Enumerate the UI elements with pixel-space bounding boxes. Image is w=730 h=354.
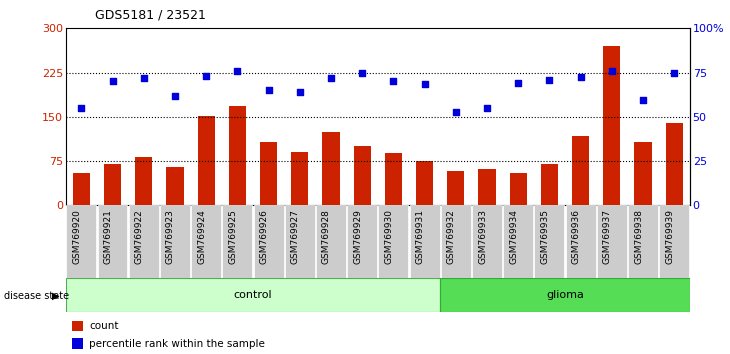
Text: GSM769928: GSM769928 [322,209,331,264]
FancyBboxPatch shape [191,205,221,278]
Bar [416,161,433,205]
Bar [260,142,277,205]
Text: GSM769921: GSM769921 [104,209,112,264]
Point [512,80,524,85]
Point [294,89,306,95]
Point [107,79,118,84]
FancyBboxPatch shape [410,205,439,278]
Bar [323,132,339,205]
Point [450,109,461,115]
Point [481,105,493,111]
Point [637,97,649,103]
Text: control: control [234,290,272,300]
Text: disease state: disease state [4,291,69,301]
FancyBboxPatch shape [659,205,689,278]
Point [138,76,150,81]
Bar [353,146,371,205]
Text: GSM769923: GSM769923 [166,209,175,264]
Bar [166,167,183,205]
Point [169,93,181,99]
Text: GSM769932: GSM769932 [447,209,456,264]
Point [75,105,87,111]
Bar [66,278,440,312]
FancyBboxPatch shape [378,205,408,278]
Point [356,70,368,75]
Bar [510,173,527,205]
FancyBboxPatch shape [597,205,627,278]
Point [388,79,399,84]
Bar [572,136,589,205]
Text: GSM769922: GSM769922 [135,209,144,264]
Bar [447,171,464,205]
Point [263,87,274,93]
Text: ▶: ▶ [53,291,60,301]
Point [200,73,212,78]
FancyBboxPatch shape [347,205,377,278]
Point [231,68,243,74]
Bar [603,46,620,205]
Text: GSM769924: GSM769924 [197,209,206,264]
Text: GSM769934: GSM769934 [510,209,518,264]
FancyBboxPatch shape [566,205,596,278]
Bar [291,152,308,205]
FancyBboxPatch shape [253,205,283,278]
Text: GSM769920: GSM769920 [72,209,81,264]
Bar [72,320,83,331]
FancyBboxPatch shape [441,205,471,278]
Text: GSM769938: GSM769938 [634,209,643,264]
Bar [135,157,153,205]
Text: GSM769925: GSM769925 [228,209,237,264]
Text: GSM769931: GSM769931 [415,209,425,264]
Text: GSM769937: GSM769937 [603,209,612,264]
Text: GSM769927: GSM769927 [291,209,300,264]
FancyBboxPatch shape [98,205,128,278]
Text: GSM769939: GSM769939 [665,209,675,264]
Bar [440,278,690,312]
Text: GSM769936: GSM769936 [572,209,580,264]
Bar [72,338,83,349]
Text: GSM769933: GSM769933 [478,209,487,264]
Text: percentile rank within the sample: percentile rank within the sample [89,339,265,349]
Point [325,76,337,81]
Bar [666,123,683,205]
FancyBboxPatch shape [316,205,346,278]
FancyBboxPatch shape [66,205,96,278]
FancyBboxPatch shape [160,205,190,278]
Point [544,78,556,83]
Point [606,68,618,74]
FancyBboxPatch shape [128,205,158,278]
FancyBboxPatch shape [472,205,502,278]
Bar [541,164,558,205]
Text: count: count [89,321,119,331]
Bar [634,142,652,205]
FancyBboxPatch shape [628,205,658,278]
FancyBboxPatch shape [223,205,253,278]
Point [669,70,680,75]
Text: GSM769930: GSM769930 [385,209,393,264]
Bar [104,164,121,205]
Bar [73,173,90,205]
Bar [478,169,496,205]
Point [575,74,586,80]
Point [419,81,431,87]
Text: GSM769926: GSM769926 [260,209,269,264]
FancyBboxPatch shape [285,205,315,278]
Text: GSM769935: GSM769935 [540,209,550,264]
Bar [385,153,402,205]
FancyBboxPatch shape [534,205,564,278]
Text: glioma: glioma [546,290,584,300]
FancyBboxPatch shape [503,205,533,278]
Text: GDS5181 / 23521: GDS5181 / 23521 [95,9,206,22]
Bar [228,106,246,205]
Bar [198,116,215,205]
Text: GSM769929: GSM769929 [353,209,362,264]
